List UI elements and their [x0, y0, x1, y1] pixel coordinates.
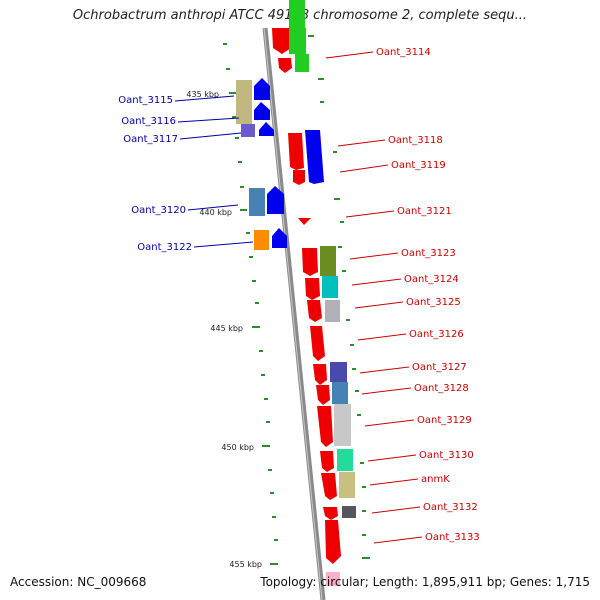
accession-label: Accession:	[10, 575, 74, 589]
gene-anmk[interactable]	[321, 473, 337, 500]
label-oant-3115[interactable]: Oant_3115	[118, 95, 173, 106]
gene-oant-3130[interactable]	[320, 451, 334, 472]
label-oant-3129[interactable]: Oant_3129	[417, 415, 472, 426]
gene-oant-3128b[interactable]	[332, 382, 348, 404]
gene-oant-3125b[interactable]	[325, 300, 340, 322]
label-oant-3133[interactable]: Oant_3133	[425, 532, 480, 543]
gene-oant-3127b[interactable]	[330, 362, 347, 382]
label-oant-3126[interactable]: Oant_3126	[409, 329, 464, 340]
label-oant-3118[interactable]: Oant_3118	[388, 135, 443, 146]
scale-label-455: 455 kbp	[229, 560, 262, 569]
topology-value: circular	[320, 575, 365, 589]
length-value: 1,895,911 bp	[421, 575, 502, 589]
gene-oant-3124[interactable]	[305, 278, 320, 300]
feature-green-2[interactable]	[295, 54, 309, 72]
gene-oant-3125[interactable]	[307, 300, 322, 322]
gene-oant-3122[interactable]	[254, 230, 269, 250]
accession-info: Accession: NC_009668	[10, 575, 146, 589]
feature-green-0[interactable]	[289, 0, 305, 28]
gene-oant-3130b[interactable]	[337, 449, 353, 471]
label-oant-3123[interactable]: Oant_3123	[401, 248, 456, 259]
label-anmk[interactable]: anmK	[421, 474, 450, 485]
label-oant-3132[interactable]: Oant_3132	[423, 502, 478, 513]
gene-oant-3115[interactable]	[236, 80, 252, 124]
label-oant-3127[interactable]: Oant_3127	[412, 362, 467, 373]
scale-ticks	[223, 35, 370, 565]
genome-backbone-highlight	[263, 27, 323, 600]
gene-oant-3114b[interactable]	[278, 58, 292, 73]
label-oant-3124[interactable]: Oant_3124	[404, 274, 459, 285]
gene-oant-3118b[interactable]	[293, 170, 305, 185]
gene-oant-3122b[interactable]	[272, 228, 287, 248]
gene-oant-3129[interactable]	[317, 406, 333, 447]
label-oant-3121[interactable]: Oant_3121	[397, 206, 452, 217]
gene-oant-3120[interactable]	[249, 188, 265, 216]
scale-label-440: 440 kbp	[199, 208, 232, 217]
gene-anmk-b[interactable]	[339, 472, 355, 498]
gene-oant-3117b[interactable]	[259, 122, 274, 136]
label-oant-3120[interactable]: Oant_3120	[131, 205, 186, 216]
leader-lines	[174, 51, 423, 544]
gene-oant-3133[interactable]	[325, 520, 341, 564]
gene-oant-3128[interactable]	[316, 385, 330, 405]
reverse-strand-features	[236, 78, 287, 250]
scale-label-445: 445 kbp	[210, 324, 243, 333]
scale-label-435: 435 kbp	[186, 90, 219, 99]
label-oant-3128[interactable]: Oant_3128	[414, 383, 469, 394]
label-oant-3130[interactable]: Oant_3130	[419, 450, 474, 461]
reverse-labels: Oant_3115 Oant_3116 Oant_3117 Oant_3120 …	[118, 95, 192, 253]
label-oant-3117[interactable]: Oant_3117	[123, 134, 178, 145]
genes-value: 1,715	[555, 575, 590, 589]
feature-pink[interactable]	[326, 572, 340, 586]
gene-oant-3127[interactable]	[313, 364, 327, 385]
gene-oant-3115b[interactable]	[254, 78, 270, 100]
gene-oant-3129b[interactable]	[334, 404, 351, 446]
genome-backbone	[262, 27, 326, 600]
gene-oant-3119[interactable]	[305, 130, 324, 184]
gene-oant-3132b[interactable]	[342, 506, 356, 518]
sequence-summary: Topology: circular; Length: 1,895,911 bp…	[260, 575, 590, 589]
topology-label: Topology:	[260, 575, 317, 589]
gene-oant-3123b[interactable]	[320, 246, 336, 276]
gene-oant-3121[interactable]	[298, 218, 311, 225]
gene-oant-3118[interactable]	[288, 133, 304, 170]
label-oant-3119[interactable]: Oant_3119	[391, 160, 446, 171]
label-oant-3122[interactable]: Oant_3122	[137, 242, 192, 253]
gene-oant-3126[interactable]	[310, 326, 325, 361]
genes-label: Genes:	[509, 575, 552, 589]
gene-oant-3114[interactable]	[272, 28, 291, 54]
accession-value: NC_009668	[77, 575, 147, 589]
gene-oant-3123[interactable]	[302, 248, 318, 276]
scale-label-450: 450 kbp	[221, 443, 254, 452]
label-oant-3116[interactable]: Oant_3116	[121, 116, 176, 127]
label-oant-3125[interactable]: Oant_3125	[406, 297, 461, 308]
gene-oant-3117[interactable]	[241, 124, 255, 137]
forward-labels: Oant_3114 Oant_3118 Oant_3119 Oant_3121 …	[376, 47, 480, 543]
label-oant-3114[interactable]: Oant_3114	[376, 47, 431, 58]
forward-strand-features	[272, 0, 356, 586]
feature-green-1[interactable]	[289, 28, 306, 54]
length-label: Length:	[372, 575, 419, 589]
gene-oant-3132[interactable]	[323, 507, 338, 520]
gene-oant-3120b[interactable]	[267, 186, 284, 214]
gene-oant-3124b[interactable]	[322, 276, 338, 298]
gene-oant-3116[interactable]	[254, 102, 270, 120]
